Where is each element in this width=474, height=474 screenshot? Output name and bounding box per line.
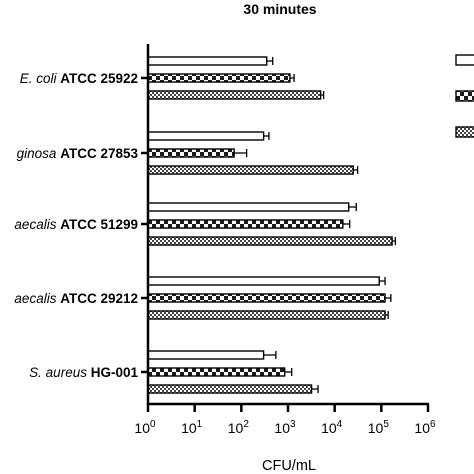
- bar: [147, 350, 265, 360]
- category-label: S. aureus HG-001: [29, 365, 138, 380]
- bar: [147, 148, 235, 158]
- legend: [455, 54, 474, 138]
- category-label-strain: ATCC 25922: [60, 71, 138, 86]
- bar: [147, 202, 350, 212]
- x-tick-label: 100: [134, 419, 156, 436]
- x-tick-label: 104: [321, 419, 343, 436]
- bar: [147, 310, 386, 320]
- category-label-species: S. aureus: [29, 365, 91, 380]
- bar: [147, 90, 322, 100]
- x-tick-label: 106: [414, 419, 436, 436]
- x-tick-label: 103: [274, 419, 296, 436]
- bar: [147, 384, 313, 394]
- bar: [147, 73, 291, 83]
- chart-title: 30 minutes: [243, 1, 316, 17]
- category-label-species: aecalis: [14, 291, 60, 306]
- bar: [147, 367, 286, 377]
- bar: [147, 236, 393, 246]
- x-axis-label: CFU/mL: [262, 458, 316, 474]
- x-tick-label: 101: [181, 419, 203, 436]
- bar: [147, 56, 268, 66]
- legend-swatch: [455, 54, 474, 66]
- bar: [147, 293, 386, 303]
- category-label-strain: ATCC 51299: [60, 217, 138, 232]
- bar: [147, 276, 380, 286]
- category-label-species: aecalis: [14, 217, 60, 232]
- legend-swatch: [455, 126, 474, 138]
- category-label: aecalis ATCC 29212: [14, 291, 138, 306]
- category-label-strain: HG-001: [91, 365, 139, 380]
- plot-area: E. coli ATCC 25922 ginosa ATCC 27853 aecal…: [14, 44, 436, 436]
- category-label-strain: ATCC 27853: [60, 146, 138, 161]
- legend-swatch: [455, 90, 474, 102]
- category-label: ginosa ATCC 27853: [17, 146, 139, 161]
- x-tick-label: 105: [368, 419, 390, 436]
- category-label-strain: ATCC 29212: [60, 291, 138, 306]
- x-tick-label: 102: [228, 419, 250, 436]
- bar: [147, 131, 265, 141]
- category-label-species: E. coli: [20, 71, 61, 86]
- bar: [147, 219, 344, 229]
- category-label-species: ginosa: [17, 146, 61, 161]
- bar: [147, 165, 354, 175]
- category-label: E. coli ATCC 25922: [20, 71, 138, 86]
- category-label: aecalis ATCC 51299: [14, 217, 138, 232]
